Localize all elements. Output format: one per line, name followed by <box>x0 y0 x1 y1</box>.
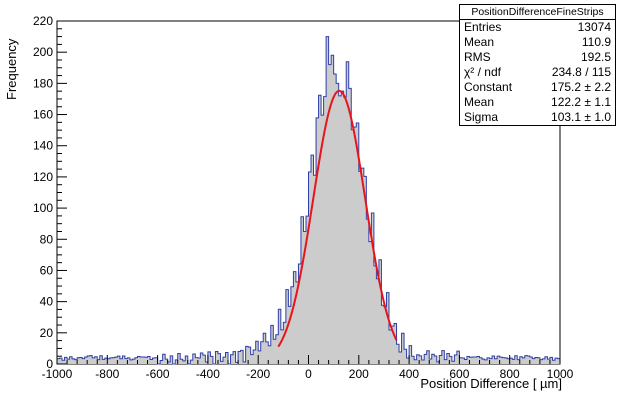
stats-row: Mean 110.9 <box>460 35 615 50</box>
stats-row: Constant 175.2 ± 2.2 <box>460 80 615 95</box>
y-tick-label: 200 <box>33 45 53 59</box>
stats-row: χ² / ndf 234.8 / 115 <box>460 65 615 80</box>
stats-value: 192.5 <box>580 50 611 64</box>
x-axis-label: Position Difference [ µm] <box>420 376 562 391</box>
x-tick-label: -800 <box>95 367 119 381</box>
y-tick-label: 60 <box>40 263 54 277</box>
y-tick-label: 40 <box>40 295 54 309</box>
histogram-outline <box>57 36 560 365</box>
y-tick-label: 160 <box>33 108 53 122</box>
y-tick-label: 180 <box>33 76 53 90</box>
y-axis-label: Frequency <box>4 38 19 100</box>
y-tick-label: 220 <box>33 14 53 28</box>
y-tick-label: 120 <box>33 170 53 184</box>
stats-label: Sigma <box>464 110 499 124</box>
stats-value: 234.8 / 115 <box>551 65 611 79</box>
x-tick-label: 0 <box>305 367 312 381</box>
stats-row: Mean 122.2 ± 1.1 <box>460 95 615 110</box>
x-tick-label: -400 <box>196 367 220 381</box>
x-tick-label: 400 <box>399 367 419 381</box>
x-tick-label: 800 <box>500 367 520 381</box>
stats-value: 122.2 ± 1.1 <box>551 95 611 109</box>
stats-label: χ² / ndf <box>464 65 501 79</box>
y-tick-label: 80 <box>40 232 54 246</box>
stats-label: RMS <box>464 50 491 64</box>
stats-row: Entries 13074 <box>460 20 615 35</box>
x-tick-label: 600 <box>449 367 469 381</box>
tick-labels: -1000 -800 -600 -400 -200 0 200 400 600 800 1000 0 2… <box>33 14 574 381</box>
y-tick-label: 0 <box>46 357 53 371</box>
y-tick-label: 20 <box>40 326 54 340</box>
x-tick-label: 1000 <box>547 367 574 381</box>
stats-row: RMS 192.5 <box>460 50 615 65</box>
x-tick-label: -200 <box>246 367 270 381</box>
gaussian-fit-line <box>277 89 398 348</box>
stats-label: Mean <box>464 35 495 49</box>
fit-curve <box>277 89 398 348</box>
stats-title: PositionDifferenceFineStrips <box>460 5 615 20</box>
stats-value: 103.1 ± 1.0 <box>551 110 611 124</box>
x-tick-label: 200 <box>349 367 369 381</box>
stats-label: Constant <box>464 80 513 94</box>
x-tick-label: -1000 <box>42 367 73 381</box>
stats-value: 13074 <box>577 20 611 34</box>
y-tick-label: 140 <box>33 139 53 153</box>
stats-label: Mean <box>464 95 495 109</box>
y-tick-label: 100 <box>33 201 53 215</box>
stats-value: 110.9 <box>581 35 611 49</box>
x-tick-label: -600 <box>146 367 170 381</box>
stats-rows: Entries 13074 Mean 110.9 RMS 192.5 χ² / ndf 234… <box>460 20 615 125</box>
stats-box: PositionDifferenceFineStrips Entries 1307… <box>459 4 616 126</box>
stats-value: 175.2 ± 2.2 <box>551 80 611 94</box>
stats-row: Sigma 103.1 ± 1.0 <box>460 110 615 125</box>
stats-label: Entries <box>464 20 502 34</box>
histogram <box>57 36 560 365</box>
